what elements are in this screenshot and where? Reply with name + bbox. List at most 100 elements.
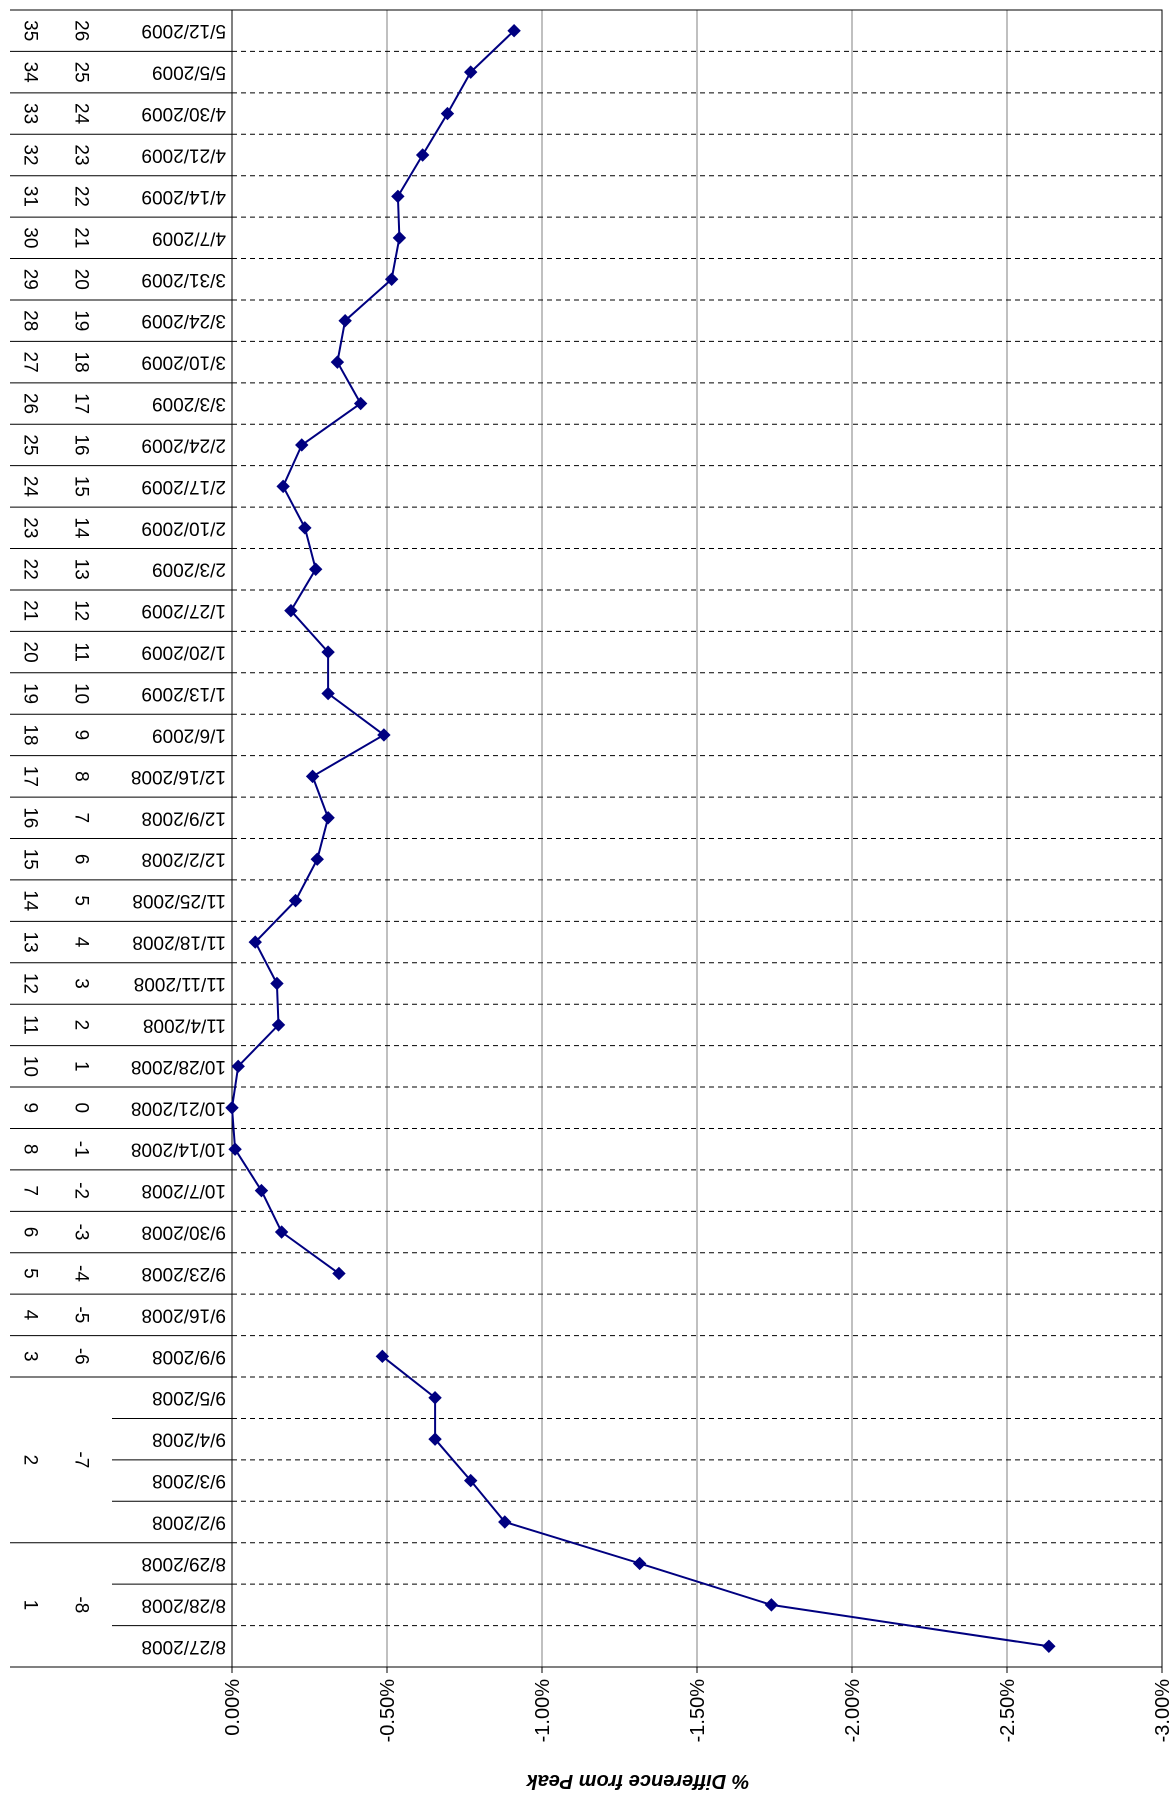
sequence-label: 16 xyxy=(20,807,41,828)
sequence-label: 5 xyxy=(20,1268,41,1279)
sequence-label: 34 xyxy=(20,62,41,84)
date-label: 1/27/2009 xyxy=(141,600,226,621)
date-label: 10/7/2008 xyxy=(141,1180,226,1201)
sequence-label: 17 xyxy=(20,766,41,787)
week-label: -2 xyxy=(71,1182,92,1199)
week-label: 2 xyxy=(71,1020,92,1031)
week-label: -3 xyxy=(71,1224,92,1241)
date-label: 9/9/2008 xyxy=(152,1346,226,1367)
date-label: 9/3/2008 xyxy=(152,1470,226,1491)
sequence-label: 7 xyxy=(20,1185,41,1196)
value-axis-title: % Difference from Peak xyxy=(526,1770,750,1792)
data-point-marker xyxy=(225,1101,239,1115)
week-label: 6 xyxy=(71,854,92,865)
sequence-label: 30 xyxy=(20,227,41,248)
value-tick-label: 0.00% xyxy=(222,1679,244,1736)
data-point-marker xyxy=(274,1225,289,1239)
sequence-label: 12 xyxy=(20,973,41,994)
sequence-label: 15 xyxy=(20,849,41,870)
week-label: 16 xyxy=(71,434,92,455)
data-point-marker xyxy=(284,603,298,618)
data-point-marker xyxy=(321,811,335,825)
week-label: 5 xyxy=(71,895,92,906)
sequence-label: 18 xyxy=(20,724,41,745)
week-label: 17 xyxy=(71,393,92,414)
week-label: 11 xyxy=(71,642,92,662)
date-label: 3/10/2009 xyxy=(141,352,226,373)
week-label: 19 xyxy=(71,310,92,331)
week-label: -8 xyxy=(71,1596,92,1613)
sequence-label: 1 xyxy=(20,1600,41,1611)
sequence-label: 24 xyxy=(20,476,41,498)
data-point-marker xyxy=(321,645,335,659)
value-tick-label: -0.50% xyxy=(377,1679,399,1743)
date-label: 9/5/2008 xyxy=(152,1387,226,1408)
data-point-marker xyxy=(308,562,323,576)
week-label: -6 xyxy=(71,1348,92,1365)
week-label: 23 xyxy=(71,144,92,165)
date-label: 4/30/2009 xyxy=(141,103,226,124)
sequence-label: 14 xyxy=(20,890,41,912)
week-label: 10 xyxy=(71,683,92,704)
data-point-marker xyxy=(463,65,478,79)
sequence-label: 9 xyxy=(20,1102,41,1113)
data-point-marker xyxy=(321,686,335,701)
sequence-label: 10 xyxy=(20,1056,41,1077)
data-point-marker xyxy=(288,893,303,908)
date-label: 8/27/2008 xyxy=(141,1636,226,1657)
sequence-label: 22 xyxy=(20,559,41,580)
week-label: 24 xyxy=(71,103,92,125)
date-label: 9/2/2008 xyxy=(152,1512,226,1533)
date-label: 12/2/2008 xyxy=(141,849,226,870)
data-point-marker xyxy=(632,1556,647,1571)
sequence-label: 28 xyxy=(20,310,41,331)
category-axis-labels: 8/27/2008 8/28/2008 8/29/2008 9/2/2008 9/3/2… xyxy=(20,20,227,1657)
week-label: 0 xyxy=(71,1102,92,1113)
sequence-label: 19 xyxy=(20,683,41,704)
data-point-marker xyxy=(428,1432,442,1446)
data-point-marker xyxy=(231,1059,245,1074)
date-label: 9/23/2008 xyxy=(141,1263,226,1284)
data-point-marker xyxy=(391,189,405,204)
data-point-marker xyxy=(440,106,455,121)
date-label: 11/25/2008 xyxy=(132,890,226,911)
date-label: 2/10/2009 xyxy=(141,517,226,538)
data-point-marker xyxy=(332,1266,346,1281)
week-label: 4 xyxy=(71,937,92,948)
week-label: 1 xyxy=(71,1061,92,1072)
date-label: 9/30/2008 xyxy=(141,1222,226,1243)
date-label: 9/4/2008 xyxy=(152,1429,226,1450)
data-point-marker xyxy=(338,313,352,328)
date-label: 4/7/2009 xyxy=(152,227,226,248)
date-label: 10/21/2008 xyxy=(131,1097,226,1118)
data-point-marker xyxy=(415,148,430,162)
week-label: 9 xyxy=(71,730,92,741)
week-label: 18 xyxy=(71,352,92,373)
data-point-marker xyxy=(271,1018,286,1032)
sequence-label: 21 xyxy=(20,600,41,621)
date-label: 2/17/2009 xyxy=(141,476,226,497)
data-point-marker xyxy=(428,1391,442,1405)
sequence-label: 35 xyxy=(20,20,41,41)
data-point-marker xyxy=(310,852,324,866)
date-label: 4/21/2009 xyxy=(141,144,226,165)
week-label: 13 xyxy=(71,559,92,580)
sequence-label: 33 xyxy=(20,103,41,124)
sequence-label: 8 xyxy=(20,1144,41,1155)
gridlines xyxy=(232,10,1162,1667)
value-tick-label: -1.00% xyxy=(532,1679,554,1743)
date-label: 11/4/2008 xyxy=(143,1014,226,1035)
date-label: 11/18/2008 xyxy=(132,932,226,953)
week-label: 22 xyxy=(71,186,92,207)
date-label: 2/3/2009 xyxy=(152,559,226,580)
sequence-label: 11 xyxy=(20,1015,41,1035)
date-label: 5/5/2009 xyxy=(152,62,226,83)
value-tick-label: -2.50% xyxy=(997,1679,1019,1743)
sequence-label: 20 xyxy=(20,642,41,663)
data-point-marker xyxy=(270,976,284,991)
week-label: 15 xyxy=(71,476,92,497)
week-label: 26 xyxy=(71,20,92,41)
sequence-label: 6 xyxy=(20,1227,41,1238)
date-label: 1/20/2009 xyxy=(141,642,226,663)
date-label: 4/14/2009 xyxy=(141,186,226,207)
